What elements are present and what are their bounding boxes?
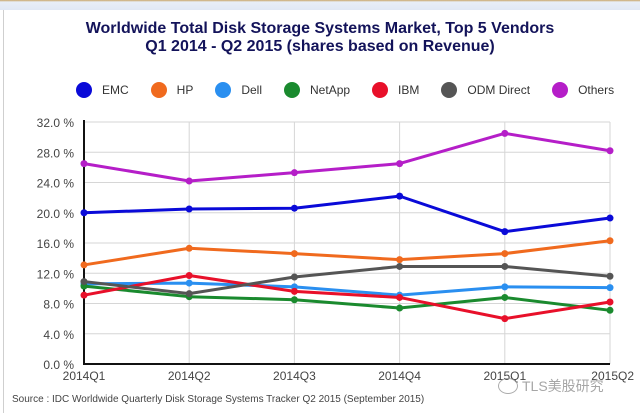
x-tick-label: 2015Q2: [591, 369, 634, 383]
data-point: [185, 290, 193, 298]
data-point: [396, 160, 404, 168]
x-tick-label: 2015Q1: [483, 369, 526, 383]
series-line: [83, 194, 611, 234]
x-tick-label: 2014Q3: [273, 369, 316, 383]
y-tick-label: 8.0 %: [43, 298, 74, 312]
legend-item: Dell: [215, 82, 262, 98]
wechat-icon: [498, 378, 518, 394]
data-point: [80, 278, 88, 286]
series-odm-direct: [80, 262, 614, 298]
data-point: [396, 262, 404, 270]
x-tick-label: 2014Q4: [378, 369, 421, 383]
y-tick-label: 16.0 %: [37, 237, 75, 251]
y-tick-label: 0.0 %: [43, 358, 74, 372]
legend-label: ODM Direct: [467, 83, 531, 97]
data-point: [501, 283, 509, 291]
legend-label: HP: [176, 83, 194, 97]
data-point: [501, 315, 509, 323]
series-emc: [80, 192, 614, 236]
data-point: [501, 129, 509, 137]
data-point: [501, 228, 509, 236]
series-line: [83, 239, 611, 267]
data-point: [80, 209, 88, 217]
data-point: [501, 293, 509, 301]
chart-frame: [3, 10, 640, 413]
data-point: [80, 291, 88, 299]
y-tick-label: 24.0 %: [37, 177, 75, 191]
x-tick-label: 2014Q2: [168, 369, 211, 383]
data-point: [606, 147, 614, 155]
series-others: [80, 129, 614, 185]
legend-label: Others: [578, 83, 615, 97]
x-tick-label: 2014Q1: [63, 369, 106, 383]
legend-marker-icon: [372, 82, 389, 98]
data-point: [396, 192, 404, 200]
data-point: [290, 204, 298, 212]
data-point: [606, 214, 614, 222]
series-line: [83, 131, 611, 183]
legend-marker-icon: [150, 82, 167, 98]
data-point: [396, 304, 404, 312]
legend-label: EMC: [102, 83, 129, 97]
data-point: [501, 250, 509, 258]
data-point: [290, 250, 298, 258]
data-point: [185, 272, 193, 280]
data-point: [80, 160, 88, 168]
legend-marker-icon: [284, 82, 301, 98]
data-point: [290, 273, 298, 281]
data-point: [606, 298, 614, 306]
data-point: [290, 296, 298, 304]
data-point: [290, 169, 298, 177]
chart-subtitle: Q1 2014 - Q2 2015 (shares based on Reven…: [145, 38, 495, 55]
series-ibm: [80, 272, 614, 323]
legend-item: EMC: [76, 82, 129, 98]
data-point: [396, 293, 404, 301]
top-bar: [0, 0, 640, 10]
legend-marker-icon: [441, 82, 458, 98]
data-point: [185, 205, 193, 213]
chart-title: Worldwide Total Disk Storage Systems Mar…: [85, 20, 555, 37]
legend-marker-icon: [215, 82, 232, 98]
data-point: [606, 272, 614, 280]
y-tick-label: 20.0 %: [37, 207, 75, 221]
legend-item: Others: [552, 82, 614, 98]
legend-label: NetApp: [310, 83, 351, 97]
legend-label: Dell: [241, 83, 263, 97]
data-point: [290, 287, 298, 295]
source-note: Source : IDC Worldwide Quarterly Disk St…: [12, 394, 425, 405]
legend-item: ODM Direct: [441, 82, 530, 98]
y-tick-label: 28.0 %: [37, 146, 75, 160]
watermark: TLS美股研究: [498, 376, 604, 396]
data-point: [606, 306, 614, 314]
y-tick-label: 12.0 %: [37, 267, 75, 281]
legend-marker-icon: [76, 82, 92, 98]
legend-item: NetApp: [284, 82, 350, 98]
y-tick-label: 4.0 %: [43, 328, 74, 342]
watermark-text: TLS美股研究: [522, 378, 604, 394]
y-tick-label: 32.0 %: [37, 116, 75, 130]
series-line: [83, 281, 611, 297]
legend: EMC HP Dell NetApp IBM ODM Direct Others: [76, 80, 636, 100]
data-point: [185, 177, 193, 185]
data-point: [606, 237, 614, 245]
data-point: [185, 279, 193, 287]
series-line: [83, 284, 611, 312]
series-line: [83, 274, 611, 321]
legend-label: IBM: [398, 83, 420, 97]
data-point: [396, 256, 404, 264]
series-hp: [80, 237, 614, 269]
data-point: [80, 261, 88, 269]
data-point: [606, 284, 614, 292]
data-point: [185, 244, 193, 252]
data-point: [501, 262, 509, 270]
legend-item: IBM: [372, 82, 419, 98]
series-line: [83, 264, 611, 296]
legend-marker-icon: [552, 82, 569, 98]
legend-item: HP: [150, 82, 194, 98]
